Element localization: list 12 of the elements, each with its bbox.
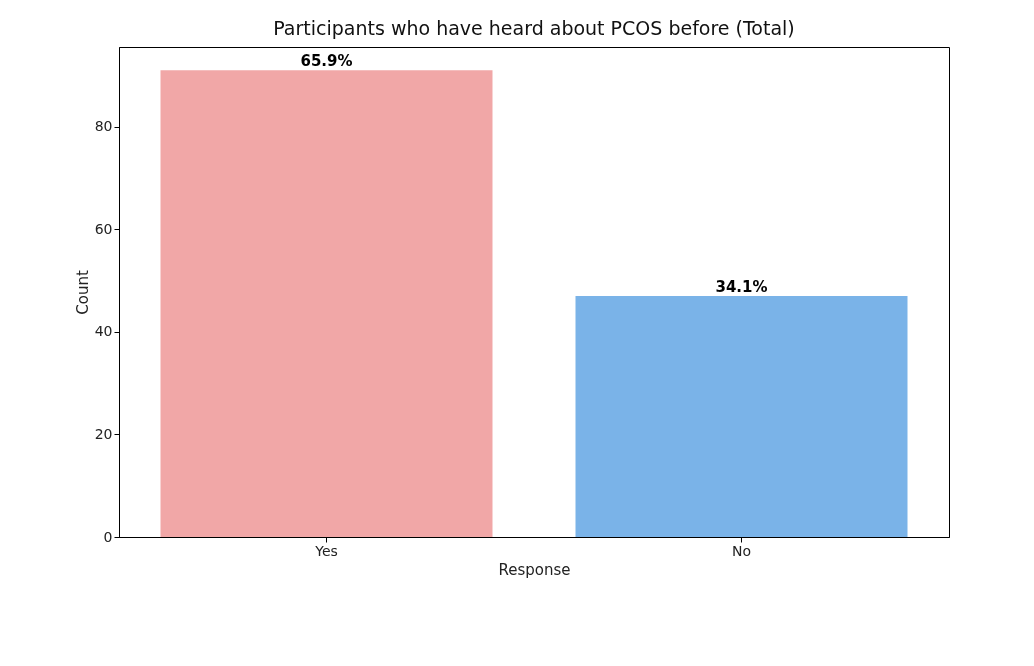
y-tick-label: 20 — [94, 425, 113, 442]
x-axis-title: Response — [498, 560, 571, 579]
y-tick-label: 40 — [94, 323, 113, 340]
y-tick-label: 0 — [103, 528, 113, 545]
x-tick-label: Yes — [314, 542, 338, 559]
annotation: 65.9% — [300, 52, 353, 71]
y-tick-label: 80 — [94, 118, 113, 135]
y-tick-label: 60 — [94, 220, 113, 237]
chart-title: Participants who have heard about PCOS before (Total) — [273, 17, 795, 39]
x-tick-label: No — [731, 542, 752, 559]
y-axis-title: Count — [73, 270, 92, 315]
annotation: 34.1% — [715, 277, 768, 296]
